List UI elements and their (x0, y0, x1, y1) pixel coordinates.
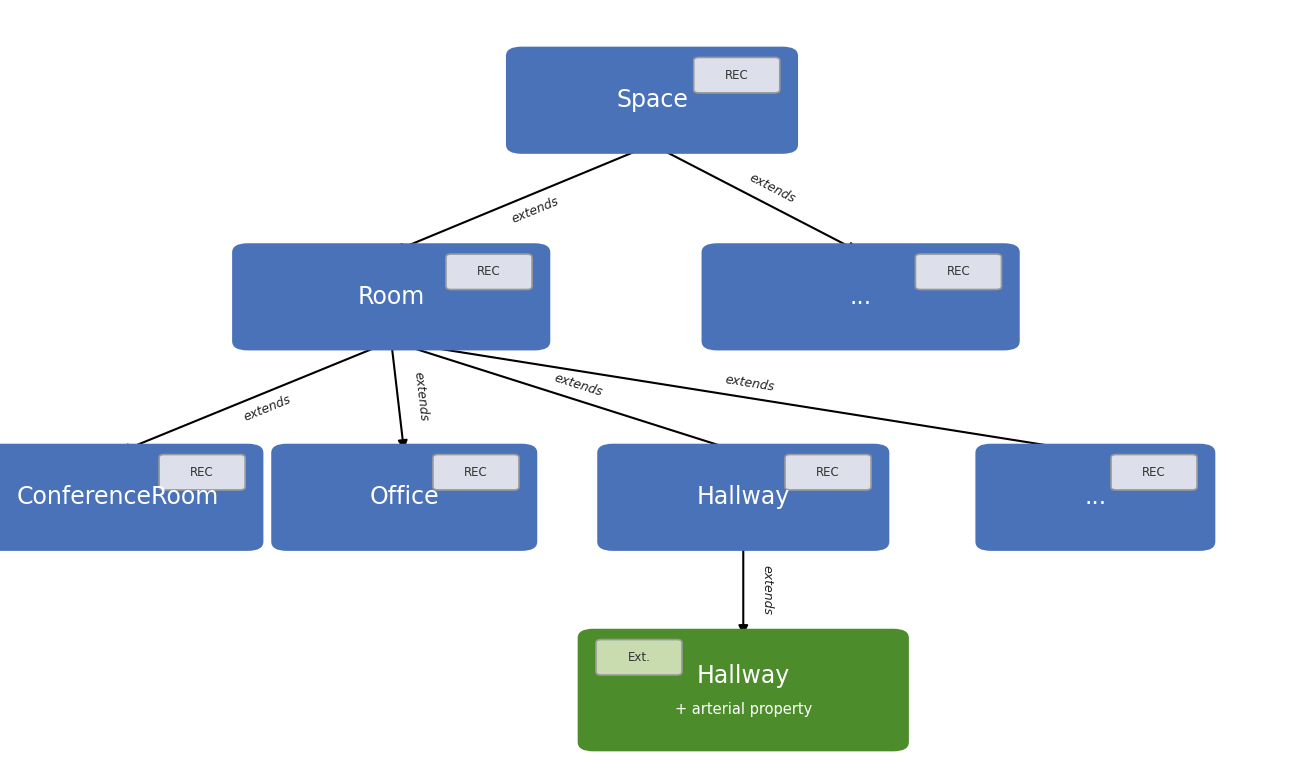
Text: Room: Room (357, 284, 425, 309)
FancyBboxPatch shape (915, 254, 1001, 290)
FancyBboxPatch shape (159, 455, 245, 490)
FancyBboxPatch shape (785, 455, 871, 490)
Text: extends: extends (760, 565, 773, 614)
Text: extends: extends (510, 194, 561, 225)
Text: REC: REC (1142, 466, 1166, 479)
Text: extends: extends (412, 371, 430, 422)
Text: Space: Space (615, 88, 689, 113)
Text: REC: REC (190, 466, 214, 479)
FancyBboxPatch shape (232, 244, 550, 350)
FancyBboxPatch shape (702, 244, 1020, 350)
Text: REC: REC (725, 69, 748, 82)
FancyBboxPatch shape (1111, 455, 1197, 490)
Text: extends: extends (243, 393, 293, 424)
Text: Office: Office (369, 485, 439, 510)
FancyBboxPatch shape (0, 444, 263, 550)
Text: ...: ... (1085, 485, 1106, 510)
FancyBboxPatch shape (506, 46, 798, 154)
FancyBboxPatch shape (446, 254, 532, 290)
Text: REC: REC (477, 265, 501, 278)
Text: extends: extends (724, 373, 775, 394)
FancyBboxPatch shape (694, 58, 780, 93)
Text: ConferenceRoom: ConferenceRoom (16, 485, 219, 510)
Text: Ext.: Ext. (627, 651, 651, 664)
Text: + arterial property: + arterial property (674, 702, 812, 717)
Text: extends: extends (747, 171, 797, 205)
FancyBboxPatch shape (433, 455, 519, 490)
Text: Hallway: Hallway (696, 485, 790, 510)
Text: extends: extends (553, 371, 604, 399)
FancyBboxPatch shape (271, 444, 537, 550)
Text: REC: REC (816, 466, 840, 479)
Text: ...: ... (850, 284, 871, 309)
Text: REC: REC (464, 466, 488, 479)
Text: Hallway: Hallway (696, 664, 790, 689)
Text: REC: REC (947, 265, 970, 278)
FancyBboxPatch shape (975, 444, 1215, 550)
FancyBboxPatch shape (578, 629, 909, 751)
FancyBboxPatch shape (597, 444, 889, 550)
FancyBboxPatch shape (596, 640, 682, 675)
